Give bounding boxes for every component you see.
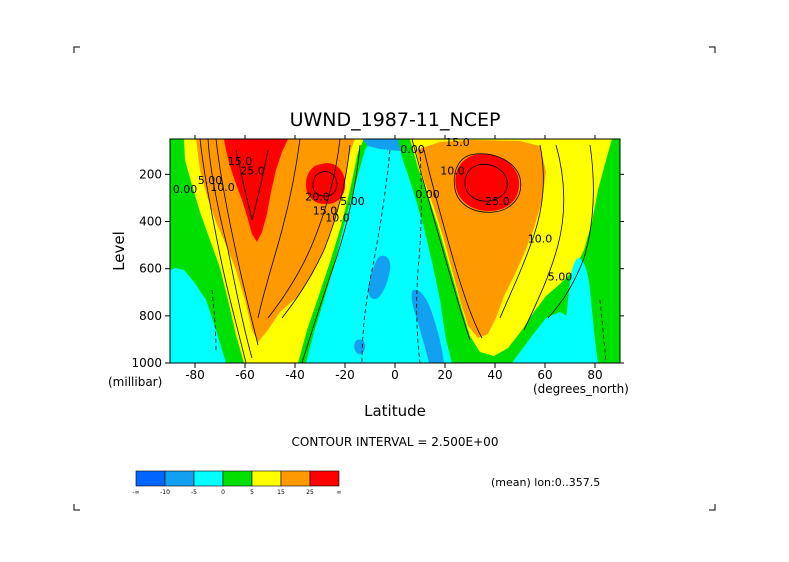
crop-mark-bottom-left <box>73 504 80 511</box>
x-axis: -80 -60 -40 -20 0 20 40 60 80 <box>185 135 603 382</box>
contour-line-north-jet-outer <box>453 153 522 213</box>
contour-line-north-1 <box>411 139 471 341</box>
contour-value-label: 25.0 <box>485 195 510 208</box>
y-units-label: (millibar) <box>108 375 162 389</box>
y-axis-label: Level <box>110 231 128 271</box>
colorbar-swatch <box>222 470 253 487</box>
crop-mark-top-left <box>73 46 80 53</box>
band-blue-tropics-2 <box>411 289 444 363</box>
contour-line-dashed-south <box>211 289 217 351</box>
contour-line-south-4 <box>257 139 301 319</box>
contour-value-label: 0.00 <box>400 143 425 156</box>
colorbar-swatch <box>164 470 195 487</box>
x-units-label: (degrees_north) <box>533 382 629 396</box>
contour-line-south-2 <box>215 139 259 346</box>
x-tick-label: -80 <box>185 368 205 382</box>
colorbar-label: 0 <box>221 489 225 496</box>
contour-value-label: 0.00 <box>415 188 440 201</box>
y-tick-label: 400 <box>139 215 162 229</box>
colorbar-label: 15 <box>277 489 285 496</box>
y-tick-label: 200 <box>139 167 162 181</box>
x-tick-label: 20 <box>437 368 452 382</box>
x-tick-label: 40 <box>487 368 502 382</box>
contour-interval-label: CONTOUR INTERVAL = 2.500E+00 <box>292 435 499 449</box>
contour-value-label: 25.0 <box>240 164 265 177</box>
contour-value-label: 10.0 <box>210 181 235 194</box>
colorbar-label: -10 <box>160 489 170 496</box>
contour-value-label: 20.0 <box>305 190 330 203</box>
contour-line-south-polar-core <box>235 149 269 221</box>
band-red-south-polar-jet <box>224 139 288 242</box>
contour-value-label: 10.0 <box>528 233 553 246</box>
contour-value-label: 15.0 <box>228 155 253 168</box>
contour-line-north-5 <box>547 144 594 319</box>
band-red-south-subtropical-jet <box>305 163 346 205</box>
crop-mark-bottom-right <box>709 504 716 511</box>
contour-line-dashed-tropics-1 <box>361 149 391 363</box>
band-cyan-north-surface <box>556 328 580 363</box>
x-axis-label: Latitude <box>364 402 426 420</box>
colorbar-label: 5 <box>250 489 254 496</box>
contour-lines <box>199 139 607 363</box>
contour-line-south-5 <box>267 139 341 319</box>
mean-label: (mean) lon:0..357.5 <box>491 476 600 489</box>
colorbar-swatch <box>309 470 340 487</box>
colorbar-label: -∞ <box>132 489 139 496</box>
contour-line-south-1 <box>207 139 253 359</box>
x-tick-label: 0 <box>391 368 399 382</box>
contour-value-label: 15.0 <box>313 204 338 217</box>
x-tick-label: -40 <box>285 368 305 382</box>
contour-value-label: 0.00 <box>173 183 198 196</box>
colorbar: -∞ -10 -5 0 5 15 25 ∞ <box>132 470 342 496</box>
colorbar-label: -5 <box>191 489 197 496</box>
contour-line-dashed-tropics-2 <box>416 149 422 363</box>
y-tick-label: 1000 <box>131 356 162 370</box>
y-tick-label: 600 <box>139 262 162 276</box>
x-tick-label: -60 <box>235 368 255 382</box>
colorbar-label: ∞ <box>337 489 342 496</box>
band-blue-tropics-1 <box>368 255 391 300</box>
chart-title: UWND_1987-11_NCEP <box>290 109 501 131</box>
contour-value-label: 10.0 <box>440 164 465 177</box>
contour-labels: 15.025.05.0010.00.0020.015.010.05.000.00… <box>173 136 573 283</box>
contour-field <box>170 139 620 363</box>
colorbar-swatch <box>280 470 311 487</box>
colorbar-swatch <box>251 470 282 487</box>
contour-line-north-4 <box>523 144 565 331</box>
contour-line-south-6 <box>281 144 351 319</box>
y-axis: 200 400 600 800 1000 <box>131 167 624 370</box>
colorbar-label: 25 <box>306 489 314 496</box>
contour-line-dashed-north <box>599 299 607 363</box>
contour-value-label: 15.0 <box>445 136 470 149</box>
contour-line-south-jet-core <box>312 171 338 197</box>
colorbar-swatch <box>193 470 224 487</box>
contour-line-north-2 <box>423 149 483 339</box>
y-tick-label: 800 <box>139 309 162 323</box>
x-tick-label: -20 <box>335 368 355 382</box>
colorbar-swatch <box>135 470 166 487</box>
crop-marks <box>73 46 716 511</box>
x-tick-label: 80 <box>587 368 602 382</box>
x-tick-label: 60 <box>537 368 552 382</box>
contour-value-label: 5.00 <box>340 195 365 208</box>
contour-line-south-3 <box>199 139 247 363</box>
contour-line-north-jet-core <box>464 163 508 202</box>
contour-value-label: 5.00 <box>198 174 223 187</box>
contour-line-south-7 <box>301 144 361 363</box>
band-blue-tropics-3 <box>354 339 366 355</box>
contour-value-label: 10.0 <box>325 212 350 225</box>
contour-line-north-3 <box>499 144 544 319</box>
crop-mark-top-right <box>709 46 716 53</box>
contour-value-label: 5.00 <box>548 270 573 283</box>
